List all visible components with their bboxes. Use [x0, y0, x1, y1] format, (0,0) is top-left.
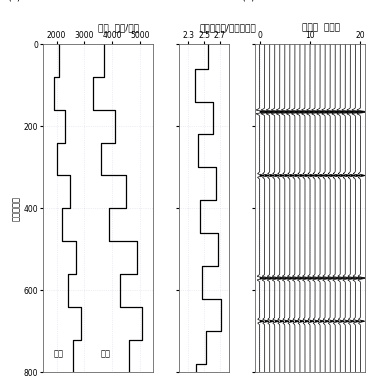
Text: 速度  （米/秒）: 速度 （米/秒） [98, 24, 139, 33]
Text: 入射角  （度）: 入射角 （度） [302, 24, 340, 33]
Text: (b): (b) [241, 0, 255, 2]
Text: 密度　（克/立方厘米）: 密度 （克/立方厘米） [200, 24, 256, 33]
Y-axis label: 深度（米）: 深度（米） [12, 196, 21, 221]
Text: (a): (a) [7, 0, 21, 2]
Text: 横波: 横波 [54, 349, 64, 359]
Text: 纵波: 纵波 [100, 349, 110, 359]
